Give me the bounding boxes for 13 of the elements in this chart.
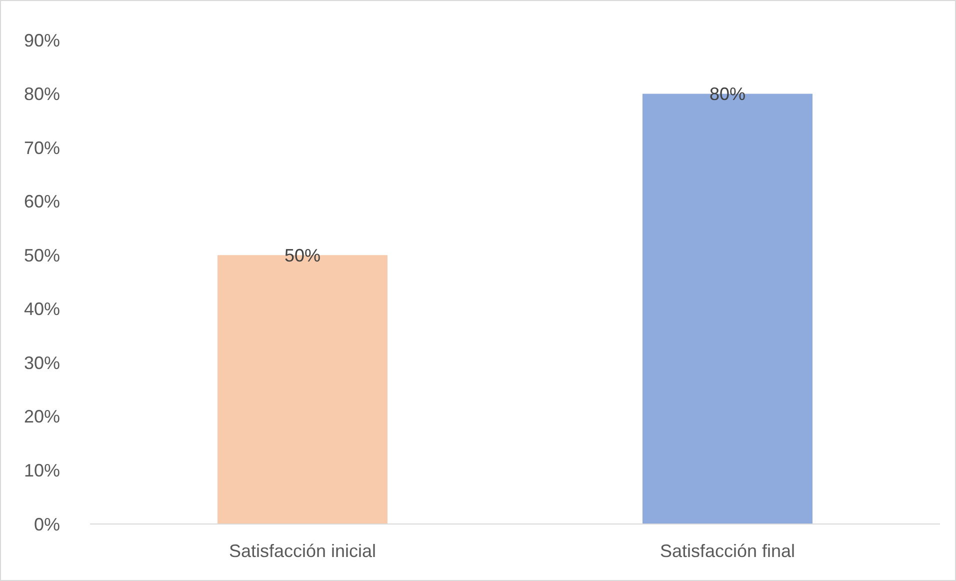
y-tick-label: 0% (34, 514, 60, 534)
y-tick-label: 10% (24, 460, 60, 481)
y-tick-label: 90% (24, 30, 60, 50)
data-label: 50% (284, 245, 321, 266)
y-tick-label: 40% (24, 299, 60, 320)
y-tick-label: 80% (24, 84, 60, 104)
y-tick-label: 30% (24, 352, 60, 373)
x-tick-label: Satisfacción final (660, 541, 796, 561)
y-tick-label: 70% (24, 138, 60, 158)
y-tick-label: 50% (24, 245, 60, 266)
x-tick-label: Satisfacción inicial (228, 541, 376, 561)
y-tick-label: 60% (24, 192, 60, 212)
y-tick-label: 20% (24, 406, 60, 427)
